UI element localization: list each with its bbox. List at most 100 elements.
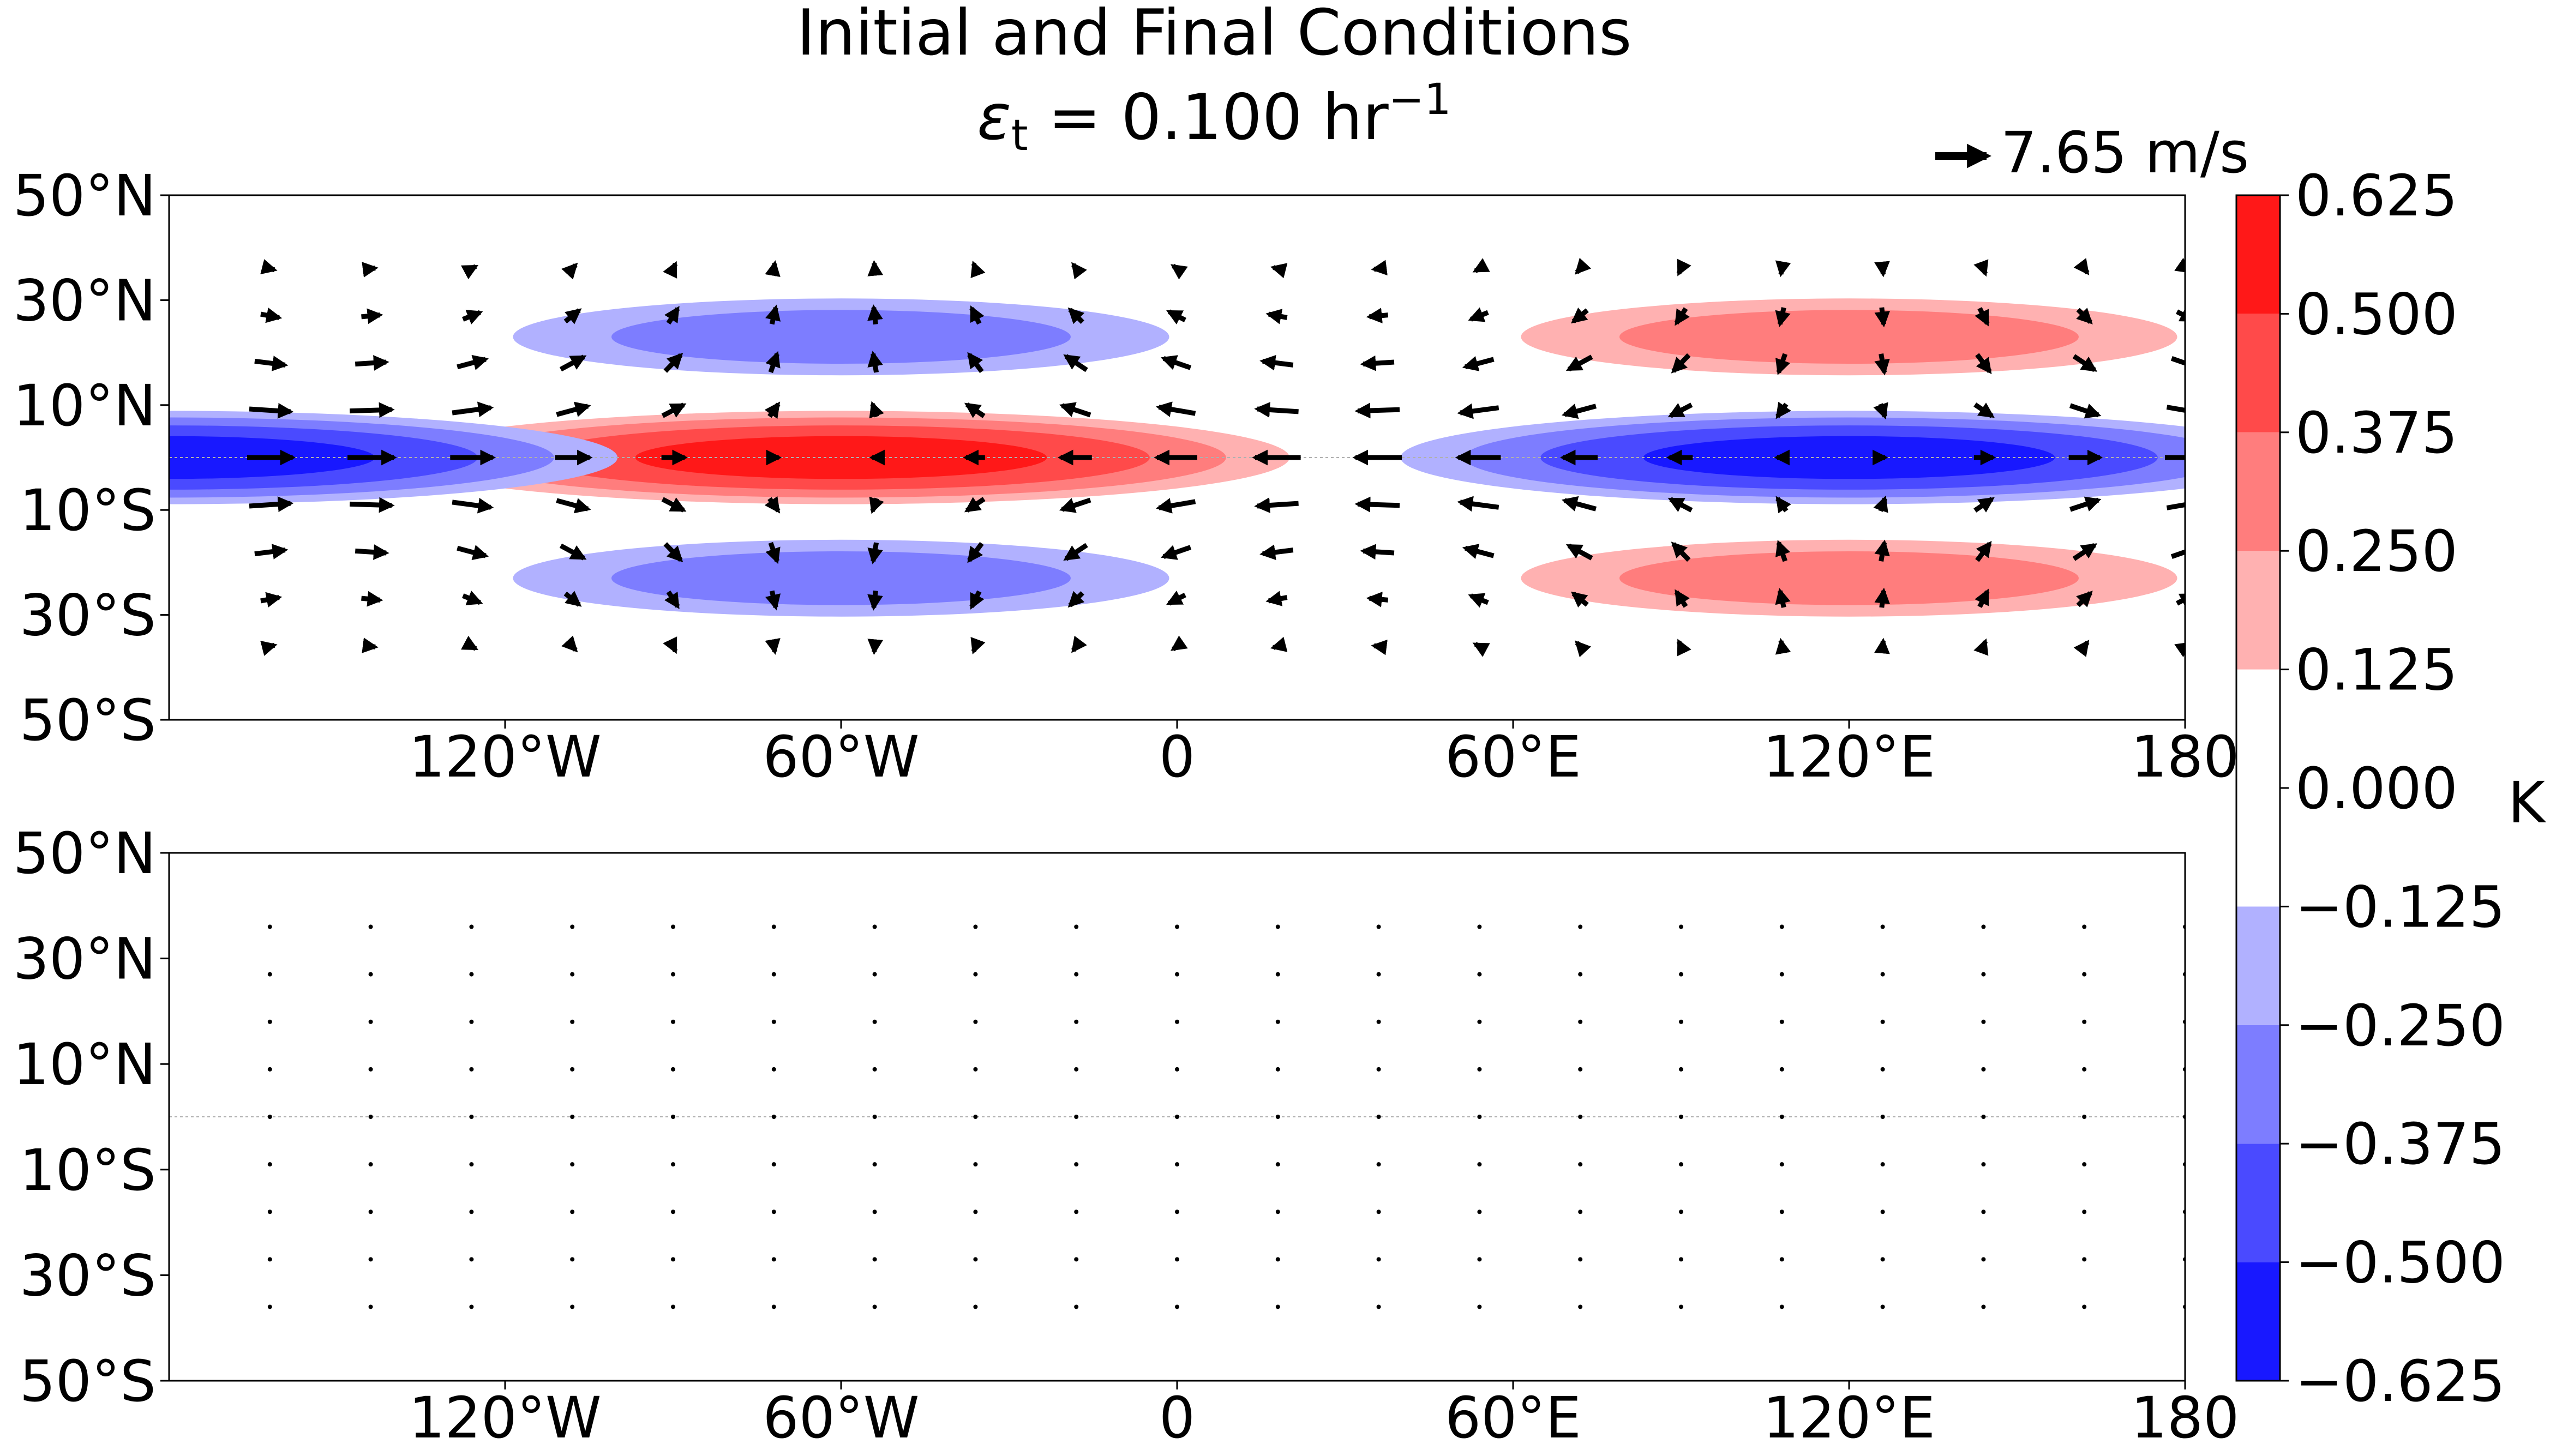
wind-vector bbox=[1376, 1162, 1381, 1167]
wind-vector bbox=[350, 402, 395, 418]
wind-vector bbox=[2082, 1115, 2087, 1119]
wind-vector bbox=[1265, 309, 1288, 324]
wind-vector bbox=[1259, 354, 1294, 371]
wind-vector bbox=[1975, 540, 1992, 562]
wind-vector bbox=[771, 1115, 776, 1119]
wind-vector bbox=[869, 496, 884, 514]
wind-vector bbox=[1477, 1115, 1482, 1119]
wind-vector bbox=[872, 1162, 877, 1167]
wind-vector bbox=[1880, 1067, 1885, 1072]
wind-vector bbox=[1175, 924, 1179, 929]
wind-vector bbox=[1775, 353, 1791, 376]
wind-vector bbox=[1074, 972, 1079, 977]
wind-vector bbox=[1074, 1257, 1079, 1262]
wind-vector bbox=[1477, 924, 1482, 929]
wind-vector bbox=[1457, 496, 1499, 512]
y-tick-label: 10°S bbox=[20, 477, 156, 544]
wind-vector bbox=[1874, 637, 1890, 654]
wind-vector bbox=[1578, 1067, 1583, 1072]
wind-vector bbox=[1779, 1067, 1784, 1072]
quiver-key: 7.65 m/s bbox=[1935, 119, 2249, 186]
wind-vector bbox=[1376, 1115, 1381, 1119]
wind-vector bbox=[2170, 544, 2185, 559]
wind-vector bbox=[2166, 405, 2185, 413]
wind-vector bbox=[559, 354, 587, 372]
wind-vector bbox=[2076, 308, 2093, 324]
wind-vector bbox=[973, 1115, 978, 1119]
wind-vector bbox=[1981, 1115, 1986, 1119]
wind-vector bbox=[2174, 257, 2185, 274]
wind-vector bbox=[1468, 593, 1489, 608]
wind-vector bbox=[1354, 402, 1400, 419]
wind-vector bbox=[1366, 591, 1389, 607]
wind-vector bbox=[969, 305, 985, 325]
wind-vector bbox=[1578, 1304, 1583, 1309]
wind-vector bbox=[1160, 545, 1192, 560]
wind-vector bbox=[1578, 1019, 1583, 1024]
wind-vector bbox=[1477, 972, 1482, 977]
colorbar-segment bbox=[2236, 432, 2280, 551]
wind-vector bbox=[267, 924, 272, 929]
wind-vector bbox=[1270, 263, 1288, 279]
wind-vector bbox=[973, 972, 978, 977]
wind-vector bbox=[1779, 1257, 1784, 1262]
wind-vector bbox=[361, 591, 383, 607]
y-tick-label: 50°S bbox=[20, 1348, 156, 1415]
wind-vector bbox=[1775, 637, 1791, 655]
wind-vector bbox=[1468, 307, 1489, 322]
wind-vector bbox=[1071, 262, 1087, 280]
wind-vector bbox=[1578, 924, 1583, 929]
wind-vector bbox=[1561, 404, 1597, 419]
wind-vector bbox=[1679, 1257, 1683, 1262]
wind-vector bbox=[1074, 1019, 1079, 1024]
x-tick-label: 0 bbox=[1159, 724, 1195, 790]
wind-vector bbox=[368, 1162, 373, 1167]
y-tick-label: 10°N bbox=[13, 372, 156, 439]
wind-vector bbox=[2072, 354, 2098, 372]
wind-vector bbox=[867, 351, 883, 373]
wind-vector bbox=[2082, 1210, 2087, 1214]
wind-vector bbox=[1674, 589, 1690, 608]
wind-vector bbox=[1975, 588, 1990, 608]
wind-vector bbox=[771, 924, 776, 929]
wind-vector bbox=[469, 1162, 474, 1167]
wind-vector bbox=[1779, 1304, 1784, 1309]
wind-vector bbox=[1275, 1115, 1280, 1119]
colorbar-segment bbox=[2236, 314, 2280, 432]
wind-vector bbox=[867, 260, 884, 276]
wind-vector bbox=[1975, 307, 1990, 327]
wind-vector bbox=[1874, 353, 1890, 376]
wind-vector bbox=[570, 972, 575, 977]
wind-vector bbox=[1679, 1067, 1683, 1072]
wind-vector bbox=[1873, 402, 1888, 420]
wind-vector bbox=[362, 637, 379, 653]
wind-vector bbox=[355, 544, 389, 560]
wind-vector bbox=[556, 498, 591, 514]
wind-vector bbox=[1259, 544, 1294, 561]
y-tick-label: 10°N bbox=[13, 1031, 156, 1098]
wind-vector bbox=[1376, 1210, 1381, 1214]
wind-vector bbox=[469, 1304, 474, 1309]
wind-vector bbox=[1667, 402, 1693, 418]
wind-vector bbox=[771, 1304, 776, 1309]
wind-vector bbox=[671, 1162, 675, 1167]
wind-vector bbox=[964, 402, 986, 418]
wind-vector bbox=[1775, 588, 1791, 608]
wind-vector bbox=[1175, 1067, 1179, 1072]
wind-vector bbox=[671, 1210, 675, 1214]
wind-vector bbox=[1074, 1304, 1079, 1309]
wind-vector bbox=[973, 1019, 978, 1024]
figure-title: Initial and Final Conditions bbox=[796, 0, 1631, 70]
contour-band bbox=[611, 310, 1071, 364]
wind-vector bbox=[2076, 591, 2093, 607]
wind-vector bbox=[559, 543, 587, 561]
wind-vector bbox=[1063, 543, 1088, 561]
wind-vector bbox=[765, 351, 781, 374]
wind-vector bbox=[1775, 307, 1791, 327]
wind-vector bbox=[1880, 1304, 1885, 1309]
wind-vector bbox=[1981, 1257, 1986, 1262]
wind-vector bbox=[771, 1019, 776, 1024]
wind-vector bbox=[671, 1257, 675, 1262]
wind-vector bbox=[1170, 635, 1188, 652]
wind-vector bbox=[561, 635, 578, 653]
